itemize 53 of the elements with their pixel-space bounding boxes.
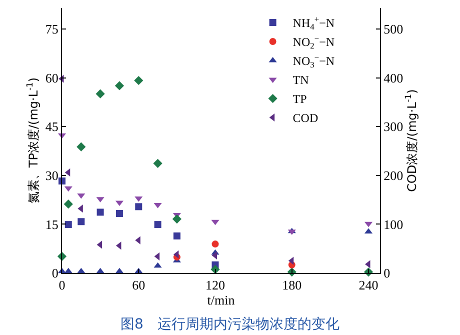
y2-tick-label: 400 bbox=[384, 70, 404, 86]
x-tick-label: 180 bbox=[282, 278, 302, 293]
y2-tick-label: 500 bbox=[384, 22, 404, 37]
point bbox=[64, 200, 73, 209]
x-tick-label: 60 bbox=[132, 278, 146, 293]
point bbox=[288, 256, 294, 265]
point bbox=[173, 232, 180, 240]
point bbox=[154, 252, 160, 260]
point bbox=[172, 214, 182, 224]
point bbox=[96, 268, 104, 274]
point bbox=[210, 264, 220, 274]
point bbox=[64, 221, 72, 228]
point bbox=[96, 240, 102, 249]
point bbox=[64, 186, 72, 192]
text: 图8 运行周期内污染物浓度的变化 bbox=[120, 316, 340, 332]
y-tick-label: 30 bbox=[45, 168, 58, 183]
point bbox=[154, 262, 162, 268]
y2-tick-label: 300 bbox=[384, 119, 404, 134]
x-tick-label: 120 bbox=[206, 278, 225, 293]
y-tick-label: 75 bbox=[45, 22, 58, 37]
point bbox=[211, 220, 220, 226]
point bbox=[154, 221, 162, 228]
point bbox=[153, 158, 162, 168]
point bbox=[96, 208, 104, 216]
point bbox=[77, 268, 86, 274]
x-axis-title: t/min bbox=[207, 292, 236, 308]
point bbox=[154, 202, 162, 208]
point bbox=[135, 203, 142, 210]
point bbox=[212, 240, 219, 248]
y-tick-label: 45 bbox=[45, 119, 58, 134]
y-tick-label: 60 bbox=[45, 70, 58, 86]
legend-label: NH$_{4}$$^{+}$−N bbox=[292, 15, 335, 32]
y2-tick-label: 0 bbox=[384, 266, 390, 281]
point bbox=[116, 210, 123, 217]
y2-tick-label: 200 bbox=[384, 168, 404, 183]
legend-label: NO$_{3}$$^{−}$−N bbox=[292, 53, 335, 70]
y2-tick-label: 100 bbox=[384, 216, 404, 232]
legend-label: NO$_{2}$$^{−}$−N bbox=[292, 34, 335, 51]
point bbox=[76, 142, 86, 152]
point bbox=[134, 76, 144, 86]
point bbox=[64, 268, 72, 274]
y-tick-label: 15 bbox=[45, 216, 58, 232]
legend-label: TP bbox=[292, 92, 308, 106]
x-tick-label: 240 bbox=[358, 278, 378, 293]
y-tick-label: 0 bbox=[52, 266, 58, 281]
point bbox=[114, 81, 124, 90]
legend-label: COD bbox=[292, 111, 318, 126]
point bbox=[78, 218, 85, 226]
point bbox=[134, 196, 143, 202]
point bbox=[96, 89, 105, 98]
point bbox=[116, 242, 122, 250]
point bbox=[173, 250, 179, 258]
legend-label: TN bbox=[292, 73, 310, 88]
